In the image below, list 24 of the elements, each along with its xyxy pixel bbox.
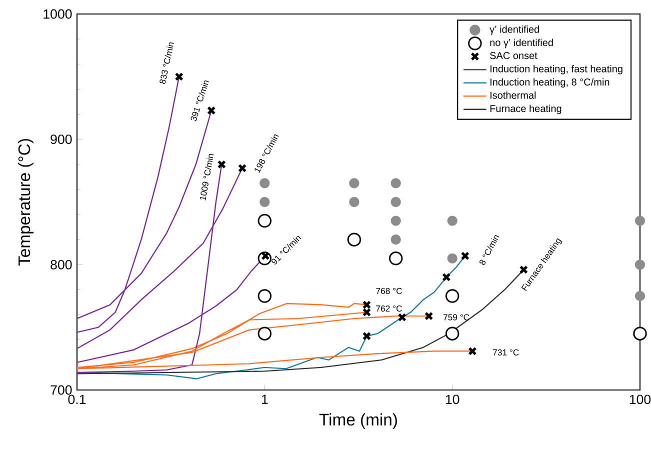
legend-label: Furnace heating	[490, 104, 562, 114]
y-tick-label: 700	[50, 385, 72, 395]
annotation: 759 °C	[443, 314, 470, 320]
y-tick-label: 800	[50, 260, 72, 270]
annotation: 762 °C	[376, 305, 402, 312]
legend-label: Induction heating, 8 °C/min	[490, 78, 610, 88]
annotation: 1009 °C/min	[200, 154, 214, 200]
x-tick-label: 10	[446, 394, 460, 404]
annotation: 391 °C/min	[190, 80, 209, 122]
legend-label: Isothermal	[490, 91, 536, 99]
annotation: 768 °C	[376, 288, 402, 294]
x-tick-label: 0.1	[68, 394, 86, 404]
annotation: 833 °C/min	[160, 42, 174, 84]
y-tick-label: 1000	[44, 9, 72, 19]
x-tick-label: 1	[262, 394, 268, 404]
legend-label: γ’ identified	[490, 26, 539, 35]
y-tick-label: 900	[50, 134, 72, 144]
legend-label: Induction heating, fast heating	[490, 65, 622, 74]
annotation: 731 °C	[493, 349, 519, 356]
x-axis-title: Time (min)	[319, 413, 397, 429]
y-axis-title: Temperature (°C)	[18, 139, 34, 266]
x-tick-label: 100	[630, 394, 651, 404]
legend-label: SAC onset	[490, 52, 538, 60]
legend-label: no γ’ identified	[490, 38, 553, 48]
